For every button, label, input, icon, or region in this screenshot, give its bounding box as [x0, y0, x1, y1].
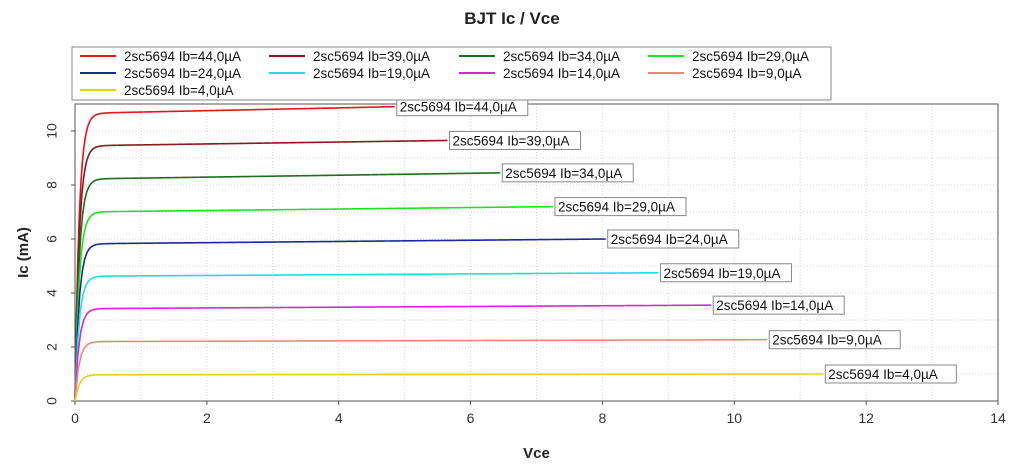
end-label-box [659, 263, 792, 283]
end-label-box [712, 295, 845, 315]
x-tick-label: 6 [467, 410, 475, 426]
series-line [74, 139, 448, 402]
chart-title: BJT Ic / Vce [464, 9, 560, 28]
end-label: 2sc5694 Ib=4,0µA [828, 367, 937, 382]
legend-entry: 2sc5694 Ib=24,0µA [124, 66, 241, 81]
end-label: 2sc5694 Ib=9,0µA [772, 333, 881, 348]
series-group [74, 105, 824, 402]
end-label: 2sc5694 Ib=34,0µA [505, 166, 622, 181]
x-tick-label: 0 [71, 410, 79, 426]
legend-entry: 2sc5694 Ib=29,0µA [692, 49, 809, 64]
y-tick-label: 4 [44, 289, 60, 297]
y-axis-ticks: 0 2 4 6 8 10 [44, 123, 75, 405]
y-tick-label: 10 [44, 123, 60, 139]
end-label-box [824, 364, 957, 384]
end-label: 2sc5694 Ib=44,0µA [400, 100, 517, 115]
series-line [74, 271, 659, 402]
x-axis-label: Vce [523, 445, 550, 462]
legend-entry: 2sc5694 Ib=44,0µA [124, 49, 241, 64]
series-line [74, 373, 824, 402]
end-label-box [448, 130, 581, 150]
legend-entry: 2sc5694 Ib=14,0µA [503, 66, 620, 81]
legend-entry: 2sc5694 Ib=19,0µA [313, 66, 430, 81]
series-line [74, 238, 606, 402]
x-tick-label: 4 [335, 410, 343, 426]
y-tick-label: 8 [44, 181, 60, 189]
end-labels: 2sc5694 Ib=44,0µA 2sc5694 Ib=39,0µA 2sc569… [396, 97, 957, 384]
legend-entry: 2sc5694 Ib=39,0µA [313, 49, 430, 64]
legend-entry: 2sc5694 Ib=34,0µA [503, 49, 620, 64]
end-label-box [607, 229, 740, 249]
end-label-box [768, 330, 901, 350]
series-line [74, 105, 395, 402]
end-label: 2sc5694 Ib=39,0µA [452, 133, 569, 148]
plot-frame [74, 103, 999, 402]
end-label: 2sc5694 Ib=24,0µA [611, 232, 728, 247]
y-tick-label: 6 [44, 235, 60, 243]
y-axis-label: Ic (mA) [15, 227, 32, 278]
legend-entry: 2sc5694 Ib=4,0µA [124, 83, 233, 98]
series-line [74, 338, 768, 402]
series-line [74, 304, 712, 402]
series-line [74, 205, 553, 402]
x-tick-label: 10 [726, 410, 742, 426]
y-tick-label: 0 [44, 397, 60, 405]
end-label-box [501, 163, 634, 183]
x-tick-label: 12 [858, 410, 874, 426]
x-tick-label: 2 [203, 410, 211, 426]
legend-box [71, 46, 832, 101]
end-label: 2sc5694 Ib=19,0µA [663, 266, 780, 281]
end-label: 2sc5694 Ib=29,0µA [558, 200, 675, 215]
end-label-box [554, 197, 687, 217]
end-label: 2sc5694 Ib=14,0µA [716, 298, 833, 313]
y-tick-label: 2 [44, 343, 60, 351]
legend-entry: 2sc5694 Ib=9,0µA [692, 66, 801, 81]
series-line [74, 172, 501, 402]
x-axis-ticks: 0 2 4 6 8 10 12 14 [71, 401, 1006, 426]
x-tick-label: 8 [599, 410, 607, 426]
legend: 2sc5694 Ib=44,0µA 2sc5694 Ib=39,0µA 2sc569… [71, 46, 832, 101]
x-tick-label: 14 [990, 410, 1006, 426]
